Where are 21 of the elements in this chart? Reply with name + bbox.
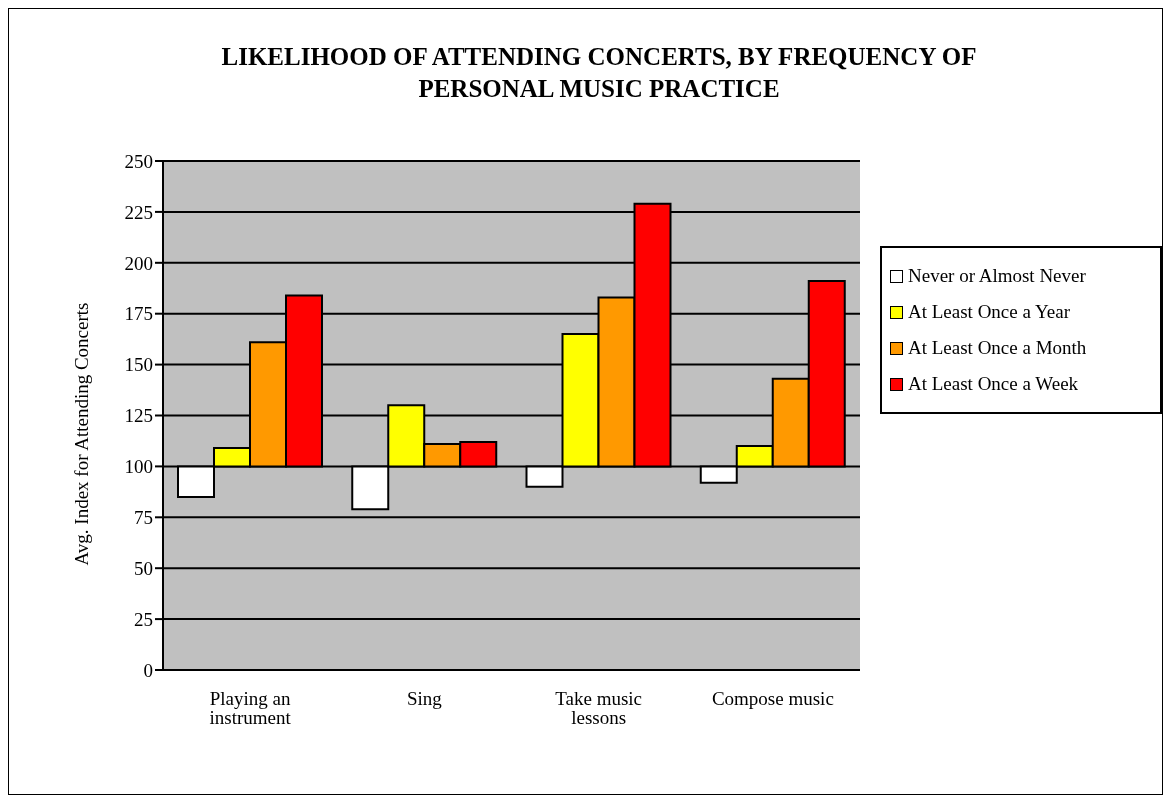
y-tick-label: 175 [124,303,153,325]
y-tick-label: 150 [124,354,153,376]
legend-label: At Least Once a Month [908,337,1087,359]
y-tick-label: 100 [124,456,153,478]
y-tick-label: 25 [134,608,153,630]
y-tick-label: 75 [134,507,153,529]
y-tick-label: 50 [134,557,153,579]
legend-label: At Least Once a Week [908,373,1079,395]
y-axis-title: Avg. Index for Attending Concerts [70,302,92,566]
x-tick-label: Playing an instrument [209,688,292,729]
x-tick-label: Take music lessons [555,688,643,729]
y-tick-label: 250 [124,150,153,172]
x-tick-label: Compose music [711,688,834,710]
y-tick-label: 125 [124,405,153,427]
legend-label: Never or Almost Never [908,265,1086,287]
chart-title: LIKELIHOOD OF ATTENDING CONCERTS, BY FREQUENCY OF PERSONAL MUSIC PRACTICE [220,42,978,104]
y-tick-label: 225 [124,201,153,223]
legend-label: At Least Once a Year [908,301,1070,323]
x-tick-label: Sing [406,688,443,710]
y-tick-label: 0 [143,659,153,681]
y-tick-label: 200 [124,252,153,274]
